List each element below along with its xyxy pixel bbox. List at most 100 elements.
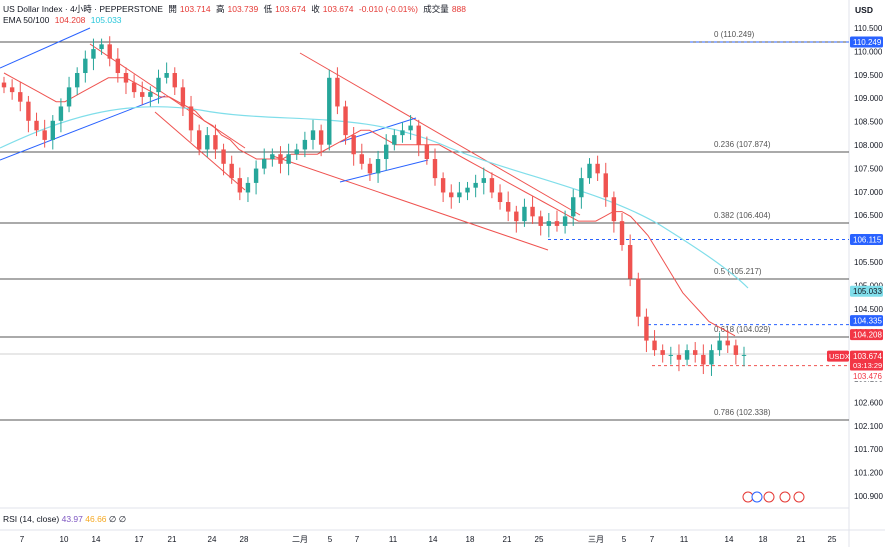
candle bbox=[400, 122, 405, 143]
x-tick-label: 7 bbox=[650, 535, 655, 544]
rsi-empty-2: ∅ bbox=[118, 514, 127, 524]
rsi-ma-value: 46.66 bbox=[85, 514, 107, 524]
candle bbox=[676, 344, 682, 372]
blue-channel-top bbox=[0, 27, 91, 69]
time-axis: 7 10 14 17 21 24 28 二月 5 7 11 14 18 21 25 三月 5 7 11 14 18 21 2… bbox=[20, 535, 837, 544]
us-flag-event-icon bbox=[779, 491, 791, 503]
fib-label-0786: 0.786 (102.338) bbox=[714, 408, 771, 417]
candle bbox=[497, 184, 503, 210]
fib-label-0618: 0.618 (104.029) bbox=[714, 325, 771, 334]
candle bbox=[636, 272, 641, 327]
y-tick-label: 100.900 bbox=[854, 492, 883, 501]
candle bbox=[91, 38, 96, 71]
candle bbox=[367, 158, 373, 181]
candle bbox=[9, 79, 15, 100]
x-tick-label: 24 bbox=[208, 535, 217, 544]
open-label: 開 bbox=[168, 4, 177, 14]
candle bbox=[741, 346, 747, 367]
candle bbox=[74, 67, 80, 95]
y-tick-label: 108.500 bbox=[854, 118, 883, 127]
candle bbox=[205, 127, 210, 158]
price-tag-label: 110.249 bbox=[853, 38, 882, 47]
candle bbox=[733, 339, 739, 365]
candle bbox=[717, 332, 722, 356]
candle bbox=[26, 95, 31, 133]
price-tag-label: 106.115 bbox=[853, 236, 882, 245]
candle bbox=[383, 134, 389, 171]
candle bbox=[327, 69, 332, 151]
candles bbox=[1, 36, 747, 376]
candle bbox=[245, 177, 251, 203]
candle bbox=[562, 210, 568, 234]
close-label: 收 bbox=[311, 4, 320, 14]
fib-level-05: 0.5 (105.217) bbox=[0, 267, 849, 280]
price-axis: 110.500 110.000 109.500 109.000 108.500 108.0… bbox=[854, 24, 883, 501]
x-tick-label: 18 bbox=[759, 535, 768, 544]
economic-event-icons[interactable] bbox=[742, 491, 805, 503]
price-tag: 105.033 bbox=[850, 285, 883, 297]
candle bbox=[34, 112, 39, 137]
y-tick-label: 109.000 bbox=[854, 94, 883, 103]
x-tick-label: 10 bbox=[60, 535, 69, 544]
candle bbox=[172, 67, 177, 95]
candle bbox=[99, 38, 104, 55]
y-tick-label: 109.500 bbox=[854, 71, 883, 80]
candle bbox=[107, 36, 112, 67]
rsi-legend[interactable]: RSI (14, close) 43.97 46.66 ∅ ∅ bbox=[3, 514, 126, 525]
rsi-label: RSI (14, close) bbox=[3, 514, 60, 524]
candle bbox=[725, 330, 730, 354]
y-tick-label: 101.200 bbox=[854, 469, 883, 478]
candle bbox=[505, 191, 511, 222]
candle bbox=[278, 146, 283, 174]
candle bbox=[701, 344, 706, 375]
ema-legend[interactable]: EMA 50/100 104.208 105.033 bbox=[3, 15, 125, 25]
volume-label: 成交量 bbox=[423, 4, 449, 14]
x-tick-label: 11 bbox=[389, 535, 398, 544]
candle bbox=[465, 181, 470, 201]
currency-label[interactable]: USD bbox=[855, 5, 873, 15]
candle bbox=[302, 131, 308, 158]
candle bbox=[530, 196, 535, 224]
high-label: 高 bbox=[215, 4, 225, 14]
x-tick-label: 11 bbox=[680, 535, 689, 544]
x-tick-label: 14 bbox=[725, 535, 734, 544]
candle bbox=[392, 129, 397, 151]
x-tick-label: 21 bbox=[797, 535, 806, 544]
symbol-title[interactable]: US Dollar Index · 4小時 · PEPPERSTONE bbox=[3, 4, 163, 14]
trend-channels bbox=[0, 27, 581, 251]
candle bbox=[351, 127, 356, 166]
y-tick-label: 104.500 bbox=[854, 305, 883, 314]
blue-flag-bottom bbox=[339, 159, 429, 183]
y-tick-label: 110.500 bbox=[854, 24, 883, 33]
ema50-value: 104.208 bbox=[54, 15, 86, 25]
candle bbox=[66, 76, 72, 113]
y-tick-label: 107.500 bbox=[854, 164, 883, 173]
y-tick-label: 102.600 bbox=[854, 398, 883, 407]
candle bbox=[253, 160, 259, 195]
candle bbox=[546, 213, 552, 238]
candle bbox=[164, 62, 169, 84]
x-tick-label: 18 bbox=[466, 535, 475, 544]
candle bbox=[481, 167, 486, 195]
open-value: 103.714 bbox=[179, 4, 211, 14]
fib-label-0382: 0.382 (106.404) bbox=[714, 211, 771, 220]
price-tags: 110.249 106.115 105.033 104.335 104.208 103.6… bbox=[827, 36, 883, 382]
price-tag-label: 103.476 bbox=[853, 372, 882, 381]
candle bbox=[262, 148, 267, 175]
us-flag-event-icon bbox=[793, 491, 805, 503]
candle bbox=[611, 191, 617, 233]
price-tag: 106.115 bbox=[850, 234, 883, 246]
x-tick-label: 21 bbox=[503, 535, 512, 544]
candle bbox=[115, 48, 121, 83]
y-tick-label: 110.000 bbox=[854, 47, 883, 56]
candle bbox=[140, 81, 145, 105]
y-tick-label: 102.100 bbox=[854, 422, 883, 431]
price-tag-label: 104.208 bbox=[853, 331, 882, 340]
price-tag-label: 105.033 bbox=[853, 287, 882, 296]
candle bbox=[587, 158, 592, 184]
candle bbox=[457, 181, 462, 203]
candle bbox=[432, 148, 438, 186]
